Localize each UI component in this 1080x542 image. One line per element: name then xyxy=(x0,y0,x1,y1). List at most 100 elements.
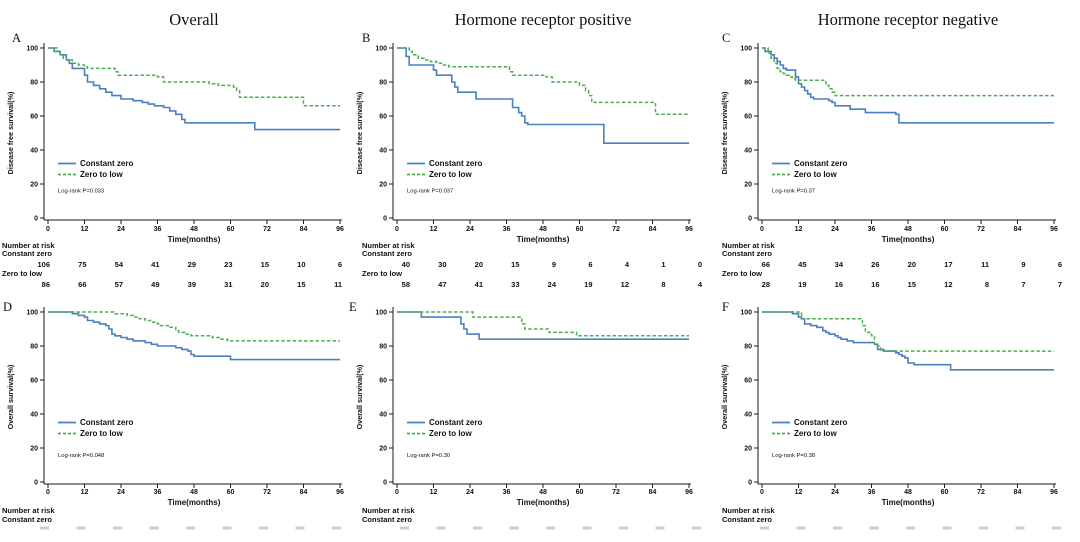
survival-curve-constant-zero xyxy=(397,47,689,144)
y-tick-label: 0 xyxy=(748,216,752,223)
y-tick-label: 40 xyxy=(379,148,387,155)
risk-value: 7 xyxy=(1058,280,1062,289)
y-tick-label: 0 xyxy=(383,216,387,223)
km-chart-a: Overall 0 20 40 60 80 100 0 12 24 36 48 60 72 84 96 Dise… xyxy=(2,10,344,289)
risk-value: 45 xyxy=(798,260,806,269)
risk-value: 17 xyxy=(944,260,952,269)
y-axis-label: Disease free survival(%) xyxy=(720,91,729,174)
risk-value: 6 xyxy=(588,260,592,269)
risk-row-label-constant-zero: Constant zero xyxy=(2,249,52,258)
y-tick-label: 20 xyxy=(379,446,387,453)
x-tick-label: 60 xyxy=(941,489,949,496)
logrank-pvalue: Log-rank P=0.037 xyxy=(407,189,453,195)
y-tick-label: 60 xyxy=(30,378,38,385)
risk-value: 31 xyxy=(224,280,232,289)
y-tick-label: 20 xyxy=(744,182,752,189)
plot-group: Hormone receptor negative 0 20 40 60 80 100 0 12… xyxy=(720,10,1058,244)
x-tick-label: 36 xyxy=(154,226,162,233)
x-tick-label: 0 xyxy=(760,226,764,233)
risk-value: 10 xyxy=(297,260,305,269)
panel-letter: E xyxy=(349,300,357,314)
cropped-risk-values xyxy=(833,526,842,530)
cropped-risk-values xyxy=(582,526,592,530)
risk-value: 39 xyxy=(188,280,196,289)
plot-group: 0 20 40 60 80 100 0 12 24 36 48 60 72 84 96 Overall sur… xyxy=(720,307,1058,507)
risk-value: 23 xyxy=(224,260,232,269)
risk-value: 0 xyxy=(698,260,702,269)
risk-value: 41 xyxy=(151,260,159,269)
x-axis-label: Time(months) xyxy=(517,498,570,507)
y-tick-label: 40 xyxy=(30,148,38,155)
cropped-risk-values xyxy=(76,526,86,530)
legend-label-constant-zero: Constant zero xyxy=(794,159,847,168)
km-chart-e: 0 20 40 60 80 100 0 12 24 36 48 60 72 84 96 Overall sur… xyxy=(349,300,701,530)
x-tick-label: 12 xyxy=(430,226,438,233)
panel-letter: F xyxy=(722,300,729,314)
legend-label-constant-zero: Constant zero xyxy=(794,418,847,427)
cropped-risk-values xyxy=(186,526,195,530)
x-tick-label: 0 xyxy=(46,489,50,496)
y-tick-label: 80 xyxy=(30,344,38,351)
logrank-pvalue: Log-rank P=0.048 xyxy=(58,453,104,459)
x-tick-label: 48 xyxy=(539,226,547,233)
x-tick-label: 48 xyxy=(190,226,198,233)
logrank-pvalue: Log-rank P=0.30 xyxy=(407,453,450,459)
risk-row-label-constant-zero: Constant zero xyxy=(362,249,412,258)
x-tick-label: 0 xyxy=(395,226,399,233)
legend-label-zero-to-low: Zero to low xyxy=(80,429,123,438)
risk-value: 20 xyxy=(475,260,483,269)
cropped-risk-values xyxy=(796,526,806,530)
panel-letter: B xyxy=(362,31,370,45)
risk-row-label-zero-to-low: Zero to low xyxy=(722,269,762,278)
risk-table-header: Number at risk xyxy=(2,506,55,515)
y-tick-label: 100 xyxy=(375,310,387,317)
risk-value: 11 xyxy=(981,260,989,269)
cropped-risk-values xyxy=(869,526,879,530)
x-tick-label: 24 xyxy=(831,489,839,496)
cropped-risk-values xyxy=(1052,526,1061,530)
km-chart-d: 0 20 40 60 80 100 0 12 24 36 48 60 72 84 96 Overall sur… xyxy=(2,300,344,530)
legend-label-zero-to-low: Zero to low xyxy=(794,429,837,438)
cropped-risk-values xyxy=(979,526,988,530)
x-tick-label: 60 xyxy=(227,226,235,233)
risk-value: 6 xyxy=(1058,260,1062,269)
x-tick-label: 24 xyxy=(831,226,839,233)
risk-value: 54 xyxy=(115,260,124,269)
risk-value: 4 xyxy=(625,260,630,269)
x-tick-label: 96 xyxy=(685,489,693,496)
panel-f: 0 20 40 60 80 100 0 12 24 36 48 60 72 84 96 Overall sur… xyxy=(720,295,1080,542)
x-tick-label: 12 xyxy=(430,489,438,496)
x-tick-label: 24 xyxy=(466,226,474,233)
km-chart-f: 0 20 40 60 80 100 0 12 24 36 48 60 72 84 96 Overall sur… xyxy=(720,300,1061,530)
x-tick-label: 24 xyxy=(117,226,125,233)
x-tick-label: 48 xyxy=(904,226,912,233)
y-tick-label: 40 xyxy=(379,412,387,419)
risk-value: 9 xyxy=(1021,260,1025,269)
y-tick-label: 40 xyxy=(30,412,38,419)
survival-curve-constant-zero xyxy=(48,311,340,361)
risk-table-header: Number at risk xyxy=(722,241,775,250)
legend-label-constant-zero: Constant zero xyxy=(429,159,482,168)
risk-value: 86 xyxy=(42,280,50,289)
x-tick-label: 48 xyxy=(539,489,547,496)
survival-curve-zero-to-low xyxy=(397,311,689,337)
plot-group: 0 20 40 60 80 100 0 12 24 36 48 60 72 84 96 Overall sur… xyxy=(6,307,344,507)
plot-group: Hormone receptor positive 0 20 40 60 80 100 0 12… xyxy=(355,10,693,244)
x-tick-label: 48 xyxy=(904,489,912,496)
y-tick-label: 100 xyxy=(740,46,752,53)
risk-value: 106 xyxy=(37,260,50,269)
risk-row-label-constant-zero: Constant zero xyxy=(722,515,772,524)
risk-row-label-zero-to-low: Zero to low xyxy=(362,269,402,278)
risk-value: 15 xyxy=(297,280,305,289)
x-axis-label: Time(months) xyxy=(168,498,221,507)
x-tick-label: 84 xyxy=(1014,226,1022,233)
x-tick-label: 12 xyxy=(795,489,803,496)
x-tick-label: 12 xyxy=(81,489,89,496)
panel-title: Hormone receptor positive xyxy=(455,10,632,29)
cropped-risk-values xyxy=(546,526,555,530)
risk-value: 66 xyxy=(762,260,770,269)
y-tick-label: 80 xyxy=(744,80,752,87)
x-tick-label: 84 xyxy=(649,226,657,233)
risk-value: 29 xyxy=(188,260,196,269)
risk-value: 1 xyxy=(661,260,665,269)
